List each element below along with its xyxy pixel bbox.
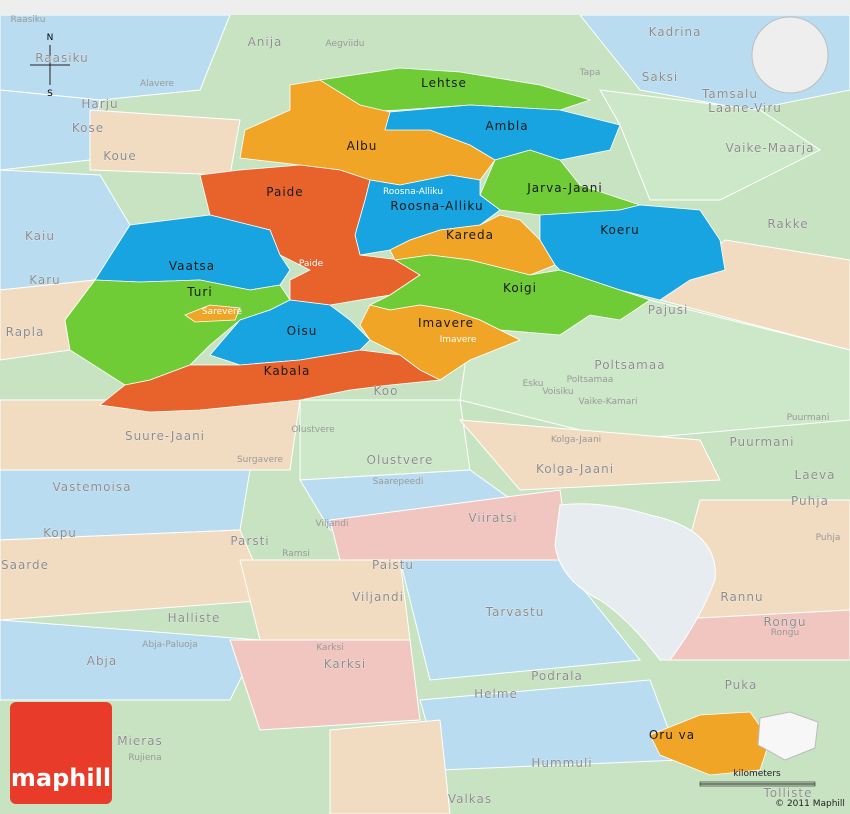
town-label: Saarepeedi <box>373 477 424 487</box>
copyright: © 2011 Maphill <box>775 799 845 809</box>
neighbor-label: Puurmani <box>730 435 795 449</box>
logo-text: maphill <box>11 764 111 792</box>
neighbor-label: Valkas <box>448 792 492 806</box>
town-label: Viljandi <box>316 519 349 529</box>
globe <box>751 16 829 94</box>
neighbor-label: Vastemoisa <box>53 480 132 494</box>
town-label: Puhja <box>816 533 841 543</box>
town-label: Raasiku <box>11 15 46 25</box>
compass-label: N <box>47 33 54 43</box>
neighbor-label: Pajusi <box>648 303 689 317</box>
neighbor-label: Saksi <box>642 70 679 84</box>
town-label: Karksi <box>316 643 343 653</box>
town-label: Aegviidu <box>326 39 365 49</box>
town-label: Sarevere <box>202 307 243 317</box>
logo: maphill <box>10 702 112 804</box>
neighbor-label: Paistu <box>372 558 414 572</box>
neighbor-label: Saarde <box>1 558 49 572</box>
town-label: Alavere <box>140 79 175 89</box>
area-label: Paide <box>266 185 303 199</box>
neighbor-label: Tamsalu <box>701 87 758 101</box>
area-label: Imavere <box>418 316 474 330</box>
area-label: Lehtse <box>421 76 467 90</box>
neighbor-label: Kaiu <box>25 229 55 243</box>
area-label: Albu <box>347 139 378 153</box>
town-label: Puurmani <box>787 413 830 423</box>
scale-bar: kilometers <box>699 769 816 787</box>
town-label: Olustvere <box>291 425 335 435</box>
neighbor-label: Viljandi <box>352 590 404 604</box>
town-label: Ramsi <box>282 549 310 559</box>
neighbor-label: Poltsamaa <box>594 358 665 372</box>
neighbor-label: Rapla <box>6 325 45 339</box>
area-label: Oisu <box>287 324 318 338</box>
neighbor-label: Koue <box>103 149 137 163</box>
neighbor-label: Anija <box>248 35 283 49</box>
town-label: Rujiena <box>128 753 161 763</box>
area-label: Turi <box>186 285 212 299</box>
neighbor-label: Vaike-Maarja <box>726 141 815 155</box>
neighbor-label: Tolliste <box>763 786 813 800</box>
neighbor-label: Rongu <box>764 615 807 629</box>
neighbor-label: Olustvere <box>367 453 434 467</box>
area-label: Jarva-Jaani <box>526 181 602 195</box>
town-label: Paide <box>299 259 324 269</box>
town-label: Abja-Paluoja <box>142 640 197 650</box>
neighbor-label: Kose <box>72 121 104 135</box>
area-label: Kabala <box>264 364 311 378</box>
town-label: Voisiku <box>542 387 573 397</box>
neighbor-label: Puhja <box>791 494 829 508</box>
neighbor-label: Mieras <box>117 734 163 748</box>
scale-label: kilometers <box>733 769 781 779</box>
neighbor-label: Abja <box>87 654 118 668</box>
inset-map <box>757 711 819 761</box>
area-labels: Lehtse Ambla Albu Roosna-Alliku Jarva-Ja… <box>169 76 640 378</box>
town-label: Vaike-Kamari <box>579 397 638 407</box>
compass: N S <box>30 33 70 99</box>
town-label: Surgavere <box>237 455 284 465</box>
top-strip <box>0 0 850 15</box>
neighbor-label: Parsti <box>230 534 269 548</box>
compass-label: S <box>47 89 53 99</box>
neighbor-label: Kadrina <box>649 25 702 39</box>
neighbor-label: Rannu <box>720 590 763 604</box>
neighbor-label: Harju <box>81 97 118 111</box>
town-label: Imavere <box>440 335 477 345</box>
area-label: Vaatsa <box>169 259 215 273</box>
town-labels: Roosna-Alliku Paide Sarevere Imavere Aeg… <box>11 15 841 763</box>
neighbor-label: Hummuli <box>531 756 592 770</box>
neighbor-label: Suure-Jaani <box>125 429 205 443</box>
selected-areas <box>64 67 771 776</box>
neighbor-label: Koo <box>374 384 399 398</box>
neighbor-label: Oru va <box>649 728 695 742</box>
neighbor-label: Viiratsi <box>468 511 517 525</box>
town-label: Kolga-Jaani <box>551 435 601 445</box>
town-label: Poltsamaa <box>567 375 614 385</box>
area-label: Kareda <box>446 228 494 242</box>
town-label: Roosna-Alliku <box>383 187 443 197</box>
neighbor-label: Raasiku <box>35 51 89 65</box>
town-label: Rongu <box>771 628 799 638</box>
neighbor-label: Laeva <box>795 468 836 482</box>
neighbor-label: Kopu <box>43 526 77 540</box>
neighbor-label: Puka <box>725 678 758 692</box>
neighbor-label: Laane-Viru <box>708 101 782 115</box>
neighbor-label: Kolga-Jaani <box>536 462 614 476</box>
town-label: Tapa <box>579 68 601 78</box>
neighbor-labels: Raasiku Anija Kadrina Saksi Tamsalu Laan… <box>1 25 835 806</box>
neighbor-label: Helme <box>474 687 518 701</box>
neighbor-label: Karksi <box>324 657 366 671</box>
area-label: Roosna-Alliku <box>390 199 483 213</box>
area-label: Koigi <box>503 281 537 295</box>
neighbor-label: Karu <box>29 273 61 287</box>
neighbor-label: Podrala <box>531 669 583 683</box>
area-label: Ambla <box>485 119 528 133</box>
neighbor-label: Rakke <box>767 217 808 231</box>
town-label: Esku <box>522 379 543 389</box>
neighbor-label: Tarvastu <box>485 605 545 619</box>
area-label: Koeru <box>600 223 640 237</box>
neighbor-label: Halliste <box>168 611 221 625</box>
